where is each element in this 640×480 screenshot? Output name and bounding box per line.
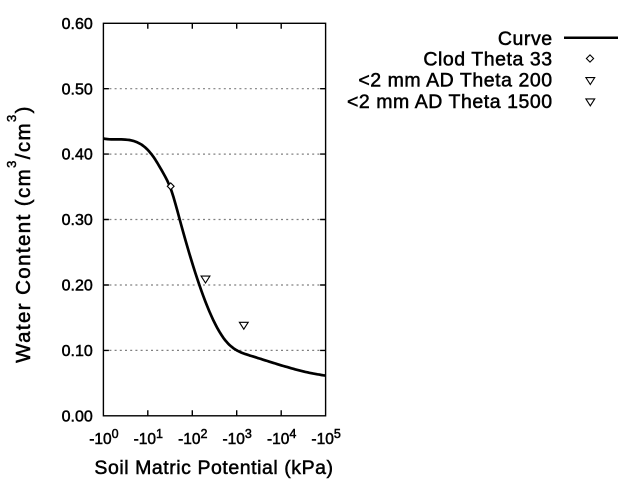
svg-text:-103: -103 (223, 427, 252, 448)
svg-text:Soil Matric Potential (kPa): Soil Matric Potential (kPa) (94, 457, 333, 479)
svg-text:0.50: 0.50 (62, 81, 93, 98)
svg-text:-100: -100 (89, 427, 118, 448)
svg-text:0.30: 0.30 (62, 212, 93, 229)
svg-text:-104: -104 (267, 427, 296, 448)
svg-text:0.00: 0.00 (62, 408, 93, 425)
svg-text:Curve: Curve (498, 28, 553, 50)
svg-text:-102: -102 (178, 427, 207, 448)
svg-text:<2 mm AD Theta 1500: <2 mm AD Theta 1500 (347, 91, 553, 113)
svg-text:Clod Theta 33: Clod Theta 33 (423, 48, 552, 70)
svg-text:-101: -101 (134, 427, 163, 448)
svg-text:<2 mm AD Theta 200: <2 mm AD Theta 200 (358, 70, 552, 92)
svg-text:0.60: 0.60 (62, 16, 93, 33)
svg-text:-105: -105 (311, 427, 340, 448)
svg-text:0.40: 0.40 (62, 147, 93, 164)
svg-text:0.20: 0.20 (62, 278, 93, 295)
svg-text:0.10: 0.10 (62, 343, 93, 360)
